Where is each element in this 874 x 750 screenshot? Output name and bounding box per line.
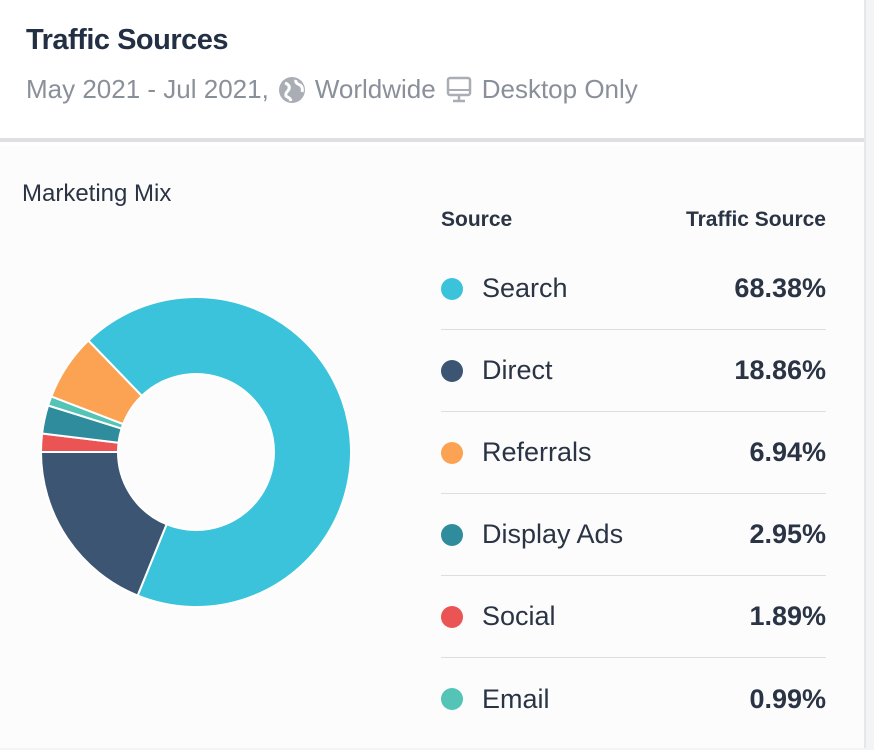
- legend-label: Direct: [482, 355, 553, 385]
- desktop-icon: [444, 75, 474, 105]
- globe-icon: [277, 75, 307, 105]
- legend-row-social: Social 1.89%: [441, 576, 826, 658]
- legend-label: Email: [482, 683, 550, 714]
- slice-search[interactable]: [86, 296, 352, 608]
- legend-dot: [441, 688, 463, 710]
- date-range: May 2021 - Jul 2021,: [26, 74, 269, 104]
- legend-value: 18.86%: [734, 355, 826, 385]
- legend-header: Source Traffic Source: [441, 208, 826, 238]
- card-body: Marketing Mix Source Traffic Source Sear…: [0, 146, 864, 748]
- slice-referrals[interactable]: [50, 339, 144, 426]
- legend-dot: [441, 523, 463, 546]
- legend-value: 1.89%: [749, 601, 826, 631]
- legend-label: Referrals: [482, 437, 592, 467]
- legend-row-referrals: Referrals 6.94%: [441, 412, 826, 494]
- legend-value: 2.95%: [749, 519, 826, 549]
- legend-label: Search: [482, 273, 568, 303]
- legend-value: 68.38%: [734, 273, 826, 303]
- section-title: Marketing Mix: [22, 180, 172, 207]
- legend-row-search: Search 68.38%: [441, 248, 826, 330]
- col-traffic: Traffic Source: [685, 208, 826, 231]
- legend-dot: [441, 277, 463, 300]
- legend-row-display-ads: Display Ads 2.95%: [441, 494, 826, 576]
- donut-chart: [39, 296, 352, 608]
- legend-dot: [441, 441, 463, 464]
- card-subtitle: May 2021 - Jul 2021, Worldwide Desktop O…: [26, 74, 638, 105]
- slice-direct[interactable]: [39, 450, 168, 597]
- device: Desktop Only: [481, 74, 638, 104]
- legend-table: Source Traffic Source Search 68.38% Direct…: [441, 208, 826, 740]
- legend-dot: [441, 605, 463, 628]
- legend-value: 0.99%: [749, 683, 826, 714]
- card-title: Traffic Sources: [26, 24, 229, 56]
- legend-row-email: Email 0.99%: [441, 658, 826, 740]
- legend-label: Display Ads: [482, 519, 624, 549]
- card-header: Traffic Sources May 2021 - Jul 2021, Wor…: [0, 0, 864, 142]
- legend-row-direct: Direct 18.86%: [441, 330, 826, 412]
- region: Worldwide: [314, 74, 436, 104]
- col-source: Source: [441, 208, 513, 231]
- legend-value: 6.94%: [749, 437, 826, 467]
- legend-dot: [441, 359, 463, 382]
- legend-label: Social: [482, 601, 556, 631]
